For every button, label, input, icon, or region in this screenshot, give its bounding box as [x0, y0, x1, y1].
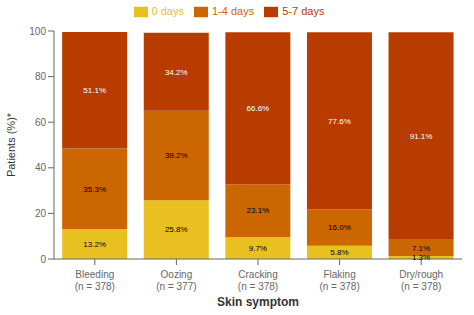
svg-text:80: 80 — [35, 71, 47, 82]
svg-text:34.2%: 34.2% — [165, 68, 188, 77]
svg-text:25.8%: 25.8% — [165, 225, 188, 234]
svg-text:Skin symptom: Skin symptom — [217, 295, 299, 309]
svg-text:7.1%: 7.1% — [412, 244, 430, 253]
svg-text:Oozing(n = 377): Oozing(n = 377) — [156, 269, 196, 292]
html-text:0 days: 0 days — [151, 5, 184, 17]
svg-text:40: 40 — [35, 162, 47, 173]
svg-text:13.2%: 13.2% — [83, 240, 106, 249]
svg-text:77.6%: 77.6% — [328, 117, 351, 126]
svg-text:39.2%: 39.2% — [165, 151, 188, 160]
svg-text:35.3%: 35.3% — [83, 185, 106, 194]
svg-text:Cracking(n = 378): Cracking(n = 378) — [238, 269, 278, 292]
svg-text:Dry/rough(n = 378): Dry/rough(n = 378) — [399, 269, 443, 292]
svg-text:100: 100 — [29, 26, 46, 37]
svg-text:Bleeding(n = 378): Bleeding(n = 378) — [75, 269, 115, 292]
html-text:5-7 days: 5-7 days — [282, 5, 325, 17]
svg-text:0: 0 — [40, 254, 46, 265]
svg-text:66.6%: 66.6% — [247, 104, 270, 113]
svg-text:60: 60 — [35, 117, 47, 128]
svg-text:9.7%: 9.7% — [249, 244, 267, 253]
html-text:1-4 days: 1-4 days — [212, 5, 255, 17]
svg-text:91.1%: 91.1% — [410, 132, 433, 141]
svg-text:23.1%: 23.1% — [247, 206, 270, 215]
svg-text:5.8%: 5.8% — [330, 248, 348, 257]
svg-text:51.1%: 51.1% — [83, 86, 106, 95]
svg-text:1.3%: 1.3% — [412, 253, 430, 262]
svg-text:20: 20 — [35, 208, 47, 219]
svg-text:Patients (%)*: Patients (%)* — [8, 112, 17, 177]
svg-text:Flaking(n = 378): Flaking(n = 378) — [319, 269, 359, 292]
svg-text:16.0%: 16.0% — [328, 223, 351, 232]
